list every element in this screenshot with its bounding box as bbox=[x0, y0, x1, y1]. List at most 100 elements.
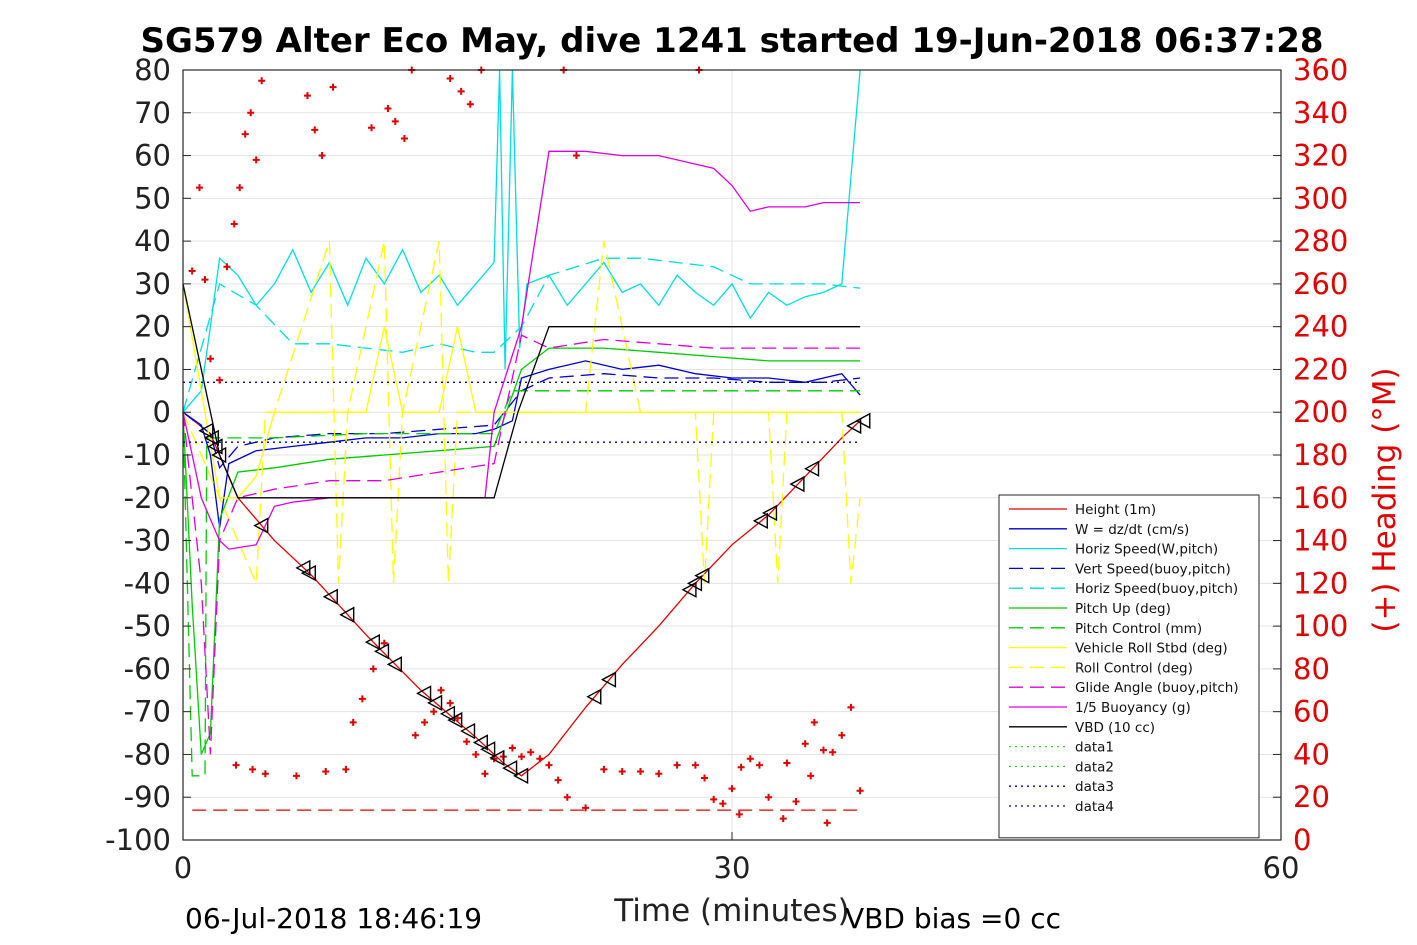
heading-point-62 bbox=[719, 800, 727, 808]
heading-point-3 bbox=[206, 355, 214, 363]
legend-label-15: data4 bbox=[1075, 799, 1114, 815]
series-line-10 bbox=[182, 150, 861, 550]
legend-label-5: Pitch Up (deg) bbox=[1075, 601, 1171, 617]
legend-label-10: 1/5 Buoyancy (g) bbox=[1075, 700, 1191, 716]
triangle-marker-12 bbox=[416, 685, 432, 702]
heading-point-47 bbox=[518, 753, 526, 761]
heading-point-19 bbox=[400, 134, 408, 142]
series-line-11 bbox=[182, 283, 861, 499]
heading-point-12 bbox=[303, 92, 311, 100]
left-tick-3: 50 bbox=[134, 181, 171, 215]
heading-point-82 bbox=[807, 772, 815, 780]
left-tick-2: 60 bbox=[134, 139, 171, 173]
heading-point-51 bbox=[554, 776, 562, 784]
heading-point-71 bbox=[820, 746, 827, 754]
legend-label-9: Glide Angle (buoy,pitch) bbox=[1075, 680, 1239, 696]
series-layer bbox=[182, 69, 861, 811]
triangle-marker-20 bbox=[502, 759, 518, 777]
heading-point-2 bbox=[201, 276, 209, 284]
triangle-marker-26 bbox=[694, 567, 710, 584]
legend-label-13: data2 bbox=[1075, 759, 1114, 775]
legend-label-8: Roll Control (deg) bbox=[1075, 660, 1193, 676]
heading-point-57 bbox=[655, 770, 663, 778]
heading-point-32 bbox=[358, 695, 366, 703]
chart-title: SG579 Alter Eco May, dive 1241 started 1… bbox=[140, 21, 1323, 61]
triangle-marker-19 bbox=[489, 749, 505, 767]
right-tick-17: 20 bbox=[1293, 780, 1330, 814]
heading-point-67 bbox=[765, 793, 773, 801]
heading-point-22 bbox=[457, 87, 465, 95]
left-tick-8: 0 bbox=[153, 395, 171, 429]
series-line-5 bbox=[182, 347, 861, 755]
triangle-marker-0 bbox=[198, 422, 214, 439]
left-tick-9: -10 bbox=[124, 438, 171, 472]
heading-point-83 bbox=[823, 819, 831, 827]
heading-point-30 bbox=[342, 765, 350, 773]
heading-point-59 bbox=[691, 761, 699, 769]
right-tick-labels: 3603403203002802602402202001801601401201… bbox=[1293, 53, 1348, 857]
heading-point-15 bbox=[329, 83, 337, 91]
heading-point-23 bbox=[466, 100, 474, 108]
heading-point-50 bbox=[545, 761, 553, 769]
legend-label-3: Vert Speed(buoy,pitch) bbox=[1075, 561, 1231, 577]
triangle-marker-17 bbox=[472, 734, 488, 751]
triangle-marker-23 bbox=[600, 671, 617, 688]
heading-point-37 bbox=[430, 708, 438, 716]
heading-point-1 bbox=[195, 184, 203, 192]
right-tick-2: 320 bbox=[1293, 139, 1348, 173]
triangle-marker-18 bbox=[480, 741, 496, 758]
series-line-0 bbox=[182, 411, 861, 777]
heading-point-42 bbox=[472, 750, 480, 758]
heading-point-69 bbox=[801, 740, 809, 748]
triangle-marker-21 bbox=[513, 767, 529, 785]
left-tick-15: -70 bbox=[124, 695, 171, 729]
heading-point-6 bbox=[230, 220, 238, 228]
triangle-marker-31 bbox=[846, 417, 862, 435]
triangle-marker-9 bbox=[364, 633, 381, 651]
right-tick-9: 180 bbox=[1293, 438, 1348, 472]
heading-point-43 bbox=[481, 770, 489, 778]
left-tick-7: 10 bbox=[134, 352, 171, 386]
triangle-marker-24 bbox=[681, 581, 697, 598]
x-tick-0: 0 bbox=[174, 851, 192, 885]
heading-point-66 bbox=[755, 761, 763, 769]
heading-point-49 bbox=[536, 755, 544, 763]
heading-point-9 bbox=[247, 109, 255, 117]
right-tick-5: 260 bbox=[1293, 267, 1348, 301]
right-tick-10: 160 bbox=[1293, 481, 1348, 515]
heading-point-63 bbox=[728, 785, 736, 793]
left-tick-17: -90 bbox=[124, 780, 171, 814]
right-tick-15: 60 bbox=[1293, 695, 1330, 729]
heading-point-60 bbox=[701, 774, 709, 782]
heading-point-28 bbox=[292, 772, 300, 780]
right-tick-14: 80 bbox=[1293, 652, 1330, 686]
heading-point-64 bbox=[737, 763, 745, 771]
triangle-marker-6 bbox=[300, 564, 316, 582]
heading-point-21 bbox=[446, 75, 454, 83]
triangle-marker-25 bbox=[686, 575, 703, 592]
heading-point-25 bbox=[232, 761, 240, 769]
heading-point-54 bbox=[600, 765, 608, 773]
heading-point-11 bbox=[258, 77, 266, 85]
series-line-4 bbox=[182, 257, 861, 413]
x-tick-1: 30 bbox=[714, 851, 751, 885]
heading-point-41 bbox=[463, 738, 471, 746]
triangle-marker-3 bbox=[211, 446, 227, 464]
legend-label-14: data3 bbox=[1075, 779, 1114, 795]
heading-point-48 bbox=[527, 748, 535, 756]
heading-point-8 bbox=[241, 130, 249, 138]
left-tick-11: -30 bbox=[124, 524, 171, 558]
heading-point-68 bbox=[783, 759, 791, 767]
triangle-marker-4 bbox=[253, 517, 269, 534]
heading-point-81 bbox=[792, 798, 800, 805]
heading-point-80 bbox=[779, 815, 787, 823]
series-line-1 bbox=[182, 360, 861, 528]
right-tick-11: 140 bbox=[1293, 524, 1348, 558]
left-tick-0: 80 bbox=[134, 53, 171, 87]
heading-point-74 bbox=[847, 703, 855, 711]
legend-label-6: Pitch Control (mm) bbox=[1075, 621, 1202, 637]
legend-label-0: Height (1m) bbox=[1075, 502, 1156, 518]
right-tick-13: 100 bbox=[1293, 609, 1348, 643]
legend-box bbox=[998, 494, 1260, 839]
triangle-marker-10 bbox=[373, 643, 390, 660]
